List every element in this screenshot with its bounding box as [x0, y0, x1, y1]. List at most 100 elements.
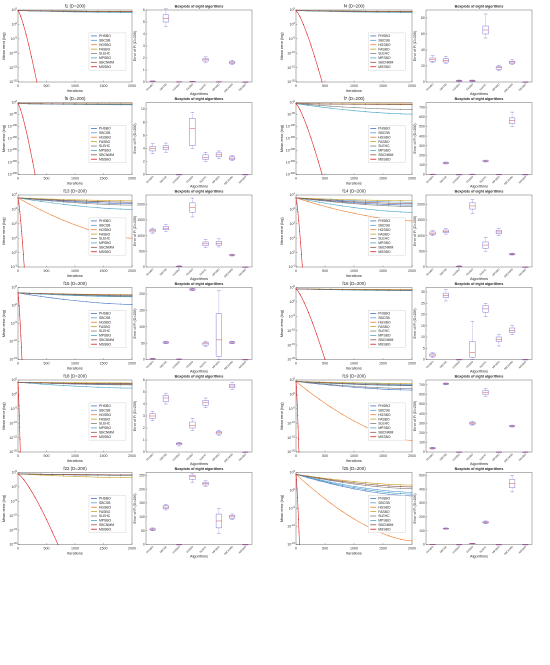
- legend-label: SLEHC: [378, 422, 390, 426]
- legend-label: SBCNMM: [378, 153, 393, 157]
- series-marker-sbcnmm: [411, 104, 413, 106]
- y-tick-label: 100: [419, 529, 425, 533]
- y-axis-label: Error of Fi (D=200): [133, 401, 137, 431]
- chart-title: Boxplots of eight algorithms: [455, 282, 504, 286]
- series-marker-sbcsb: [388, 201, 390, 203]
- legend-label: MPSBO: [99, 426, 112, 430]
- series-marker-slehc: [388, 487, 390, 489]
- x-axis-label: Iterations: [346, 367, 362, 371]
- series-marker-mpsbo: [388, 11, 390, 13]
- y-tick-label: 50: [141, 341, 145, 345]
- x-tick-label: 500: [44, 547, 50, 551]
- x-axis-label: Iterations: [346, 274, 362, 278]
- x-tick-label: MPSBO: [211, 545, 220, 554]
- series-marker-sbcnmm: [51, 199, 53, 201]
- x-tick-label: PHSBO: [425, 545, 434, 554]
- y-tick-label: 50: [141, 529, 145, 533]
- y-axis-label: Mean error (log): [2, 217, 6, 245]
- series-marker-sbcnmm: [131, 474, 133, 476]
- legend-label: SBCNMM: [378, 61, 393, 65]
- series-marker-fasbo: [411, 382, 413, 385]
- series-marker-sbcnmm: [318, 477, 320, 479]
- series-marker-mssbo: [299, 108, 301, 110]
- series-marker-hgsbo: [341, 510, 343, 513]
- x-tick-label: 1500: [100, 454, 108, 458]
- y-axis-label: Error of Fi (D=200): [413, 493, 417, 523]
- series-marker-sbcnmm: [120, 383, 122, 385]
- series-marker-mssbo: [17, 197, 19, 199]
- series-marker-mpsbo: [411, 493, 413, 495]
- series-marker-sbcnmm: [63, 199, 65, 201]
- legend-label: HGSBO: [99, 320, 112, 324]
- series-marker-mssbo: [299, 15, 301, 17]
- y-tick-label: 10-250: [8, 159, 18, 165]
- legend-box: [88, 495, 127, 533]
- series-marker-slehc: [399, 387, 401, 390]
- legend-label: SLEHC: [99, 329, 111, 333]
- y-tick-label: 0: [423, 80, 425, 84]
- series-marker-mpsbo: [63, 203, 65, 205]
- f19-chart: f19 (D=200) 105 100 10-5 10-10 10-15 10-200 500…: [280, 374, 416, 464]
- plot-frame: [145, 472, 253, 545]
- x-tick-label: FASBO: [465, 82, 474, 91]
- series-marker-slehc: [388, 387, 390, 389]
- series-marker-phsbo: [365, 202, 367, 204]
- series-marker-mpsbo: [63, 294, 65, 296]
- series-marker-slehc: [376, 387, 378, 389]
- series-marker-sbcnmm: [376, 484, 378, 486]
- y-axis-label: Mean error (log): [2, 494, 6, 522]
- series-marker-phsbo: [353, 386, 355, 388]
- y-tick-label: 5: [423, 346, 425, 350]
- x-tick-label: 1000: [350, 269, 358, 273]
- series-marker-mpsbo: [353, 110, 355, 112]
- legend-label: SLEHC: [378, 144, 390, 148]
- series-marker-mssbo: [18, 395, 20, 397]
- series-marker-mpsbo: [307, 104, 309, 106]
- legend-label: SBCSB: [378, 39, 390, 43]
- series-marker-phsbo: [85, 301, 87, 303]
- series-marker-mssbo: [321, 81, 323, 83]
- series-marker-mssbo: [18, 404, 20, 407]
- y-tick-label: 4: [143, 147, 145, 151]
- series-marker-sbcnmm: [28, 292, 30, 294]
- y-axis-label: Mean error (log): [2, 309, 6, 337]
- series-marker-mpsbo: [365, 111, 367, 113]
- series-line-mssbo: [17, 103, 36, 175]
- box-fasbo: [189, 421, 196, 429]
- legend-label: PHSBO: [99, 127, 111, 131]
- x-tick-label: MPSBO: [211, 452, 220, 461]
- legend-label: MSSBO: [99, 250, 112, 254]
- x-tick-label: 2000: [128, 84, 136, 88]
- legend-label: HGSBO: [378, 320, 391, 324]
- legend-label: HGSBO: [99, 413, 112, 417]
- x-axis-label: Iterations: [67, 182, 83, 186]
- legend-label: MSSBO: [378, 250, 391, 254]
- x-tick-label: SBCSB: [439, 267, 448, 276]
- x-tick-label: 1000: [71, 454, 79, 458]
- series-marker-sbcnmm: [399, 202, 401, 205]
- legend-label: MPSBO: [99, 334, 112, 338]
- x-tick-label: SBCSB: [159, 545, 168, 554]
- x-tick-label: MPSBO: [211, 82, 220, 91]
- series-marker-sbcnmm: [399, 384, 401, 386]
- y-tick-label: 10-20: [9, 449, 17, 455]
- series-marker-mpsbo: [120, 387, 122, 389]
- series-marker-mssbo: [17, 381, 19, 383]
- series-marker-fasbo: [376, 482, 378, 485]
- series-marker-mssbo: [22, 117, 24, 119]
- series-marker-mssbo: [317, 161, 319, 163]
- y-tick-label: 100: [139, 515, 145, 519]
- legend-label: MSSBO: [378, 527, 391, 531]
- series-marker-sbcnmm: [411, 203, 413, 205]
- x-tick-label: MPSBO: [491, 360, 500, 369]
- series-marker-fasbo: [411, 200, 413, 202]
- series-marker-fasbo: [108, 199, 110, 202]
- series-marker-phsbo: [376, 492, 378, 494]
- series-marker-sbcnmm: [411, 384, 413, 386]
- y-tick-label: 10-15: [9, 356, 17, 362]
- series-marker-mssbo: [299, 294, 301, 296]
- series-marker-sbcsb: [341, 199, 343, 201]
- series-marker-slehc: [341, 384, 343, 387]
- x-tick-label: PHSBO: [145, 360, 154, 369]
- legend-label: PHSBO: [378, 404, 390, 408]
